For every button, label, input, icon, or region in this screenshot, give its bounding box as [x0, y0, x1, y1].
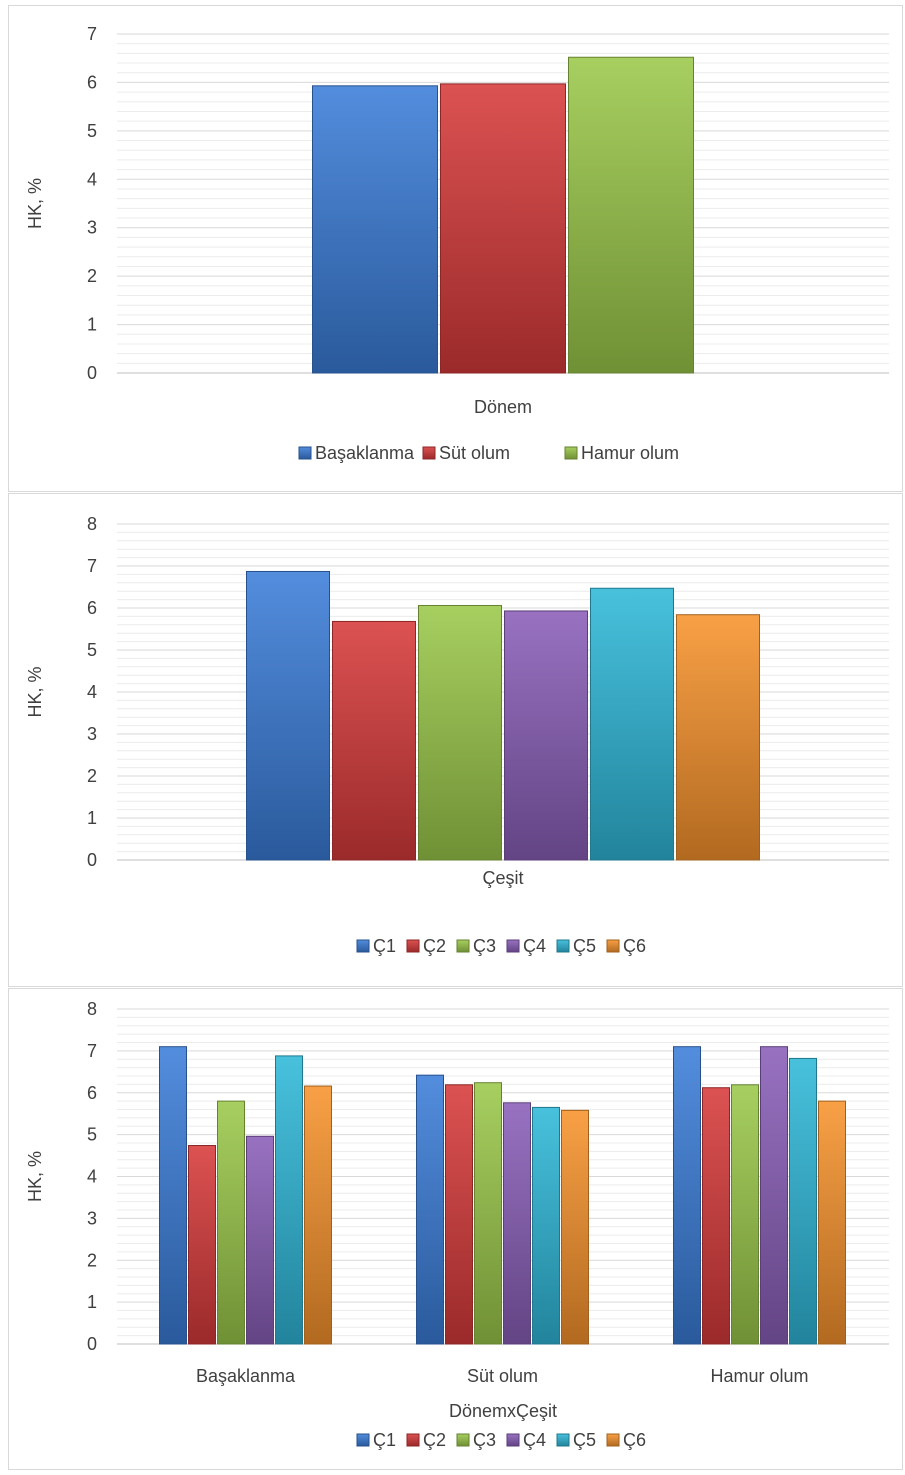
y-tick-label: 3 [87, 1208, 97, 1228]
legend-label: Ç3 [473, 1430, 496, 1450]
x-category-label: Hamur olum [710, 1366, 808, 1386]
y-axis-label: HK, % [25, 1151, 45, 1202]
legend-label: Ç4 [523, 936, 546, 956]
bar-ç2 [332, 620, 416, 861]
y-tick-label: 0 [87, 850, 97, 870]
legend-label: Hamur olum [581, 443, 679, 463]
legend-swatch [406, 939, 420, 953]
legend-label: Ç5 [573, 1430, 596, 1450]
legend-label: Başaklanma [315, 443, 415, 463]
y-tick-label: 0 [87, 1334, 97, 1354]
bar-ç6 [676, 614, 760, 861]
y-tick-label: 4 [87, 682, 97, 702]
y-tick-label: 6 [87, 1083, 97, 1103]
legend-swatch [606, 1433, 620, 1447]
bar-ç3 [731, 1084, 759, 1345]
legend-label: Ç5 [573, 936, 596, 956]
legend-swatch [564, 446, 578, 460]
legend-swatch [556, 939, 570, 953]
bar-ç5 [532, 1106, 560, 1345]
y-tick-label: 2 [87, 1250, 97, 1270]
bar-ç5 [590, 587, 674, 861]
y-tick-label: 3 [87, 724, 97, 744]
chart-donem: 0 1 2 3 4 5 6 7 HK, % Dönem Başaklanma Süt olum Hamu… [25, 24, 889, 463]
chart-panel-cesit: 0 1 2 3 4 5 6 7 8 HK, % Çeşit Ç1 Ç2 Ç3 Ç4 Ç5 Ç6 [8, 493, 903, 987]
bar-ç3 [418, 604, 502, 861]
y-tick-label: 4 [87, 1167, 97, 1187]
bar-ç4 [503, 1102, 531, 1345]
bar-ç3 [217, 1100, 245, 1345]
legend-swatch [298, 446, 312, 460]
x-category-label: Süt olum [467, 1366, 538, 1386]
y-tick-label: 8 [87, 999, 97, 1019]
bar-ç2 [188, 1145, 216, 1345]
y-tick-label: 7 [87, 24, 97, 44]
bar-ç5 [789, 1057, 817, 1345]
bar-ç5 [275, 1055, 303, 1345]
y-axis-label: HK, % [25, 666, 45, 717]
y-tick-label: 0 [87, 363, 97, 383]
legend-swatch [406, 1433, 420, 1447]
bar-ç1 [416, 1074, 444, 1345]
y-tick-label: 8 [87, 514, 97, 534]
y-tick-label: 4 [87, 169, 97, 189]
y-axis-label: HK, % [25, 178, 45, 229]
bar-ç2 [702, 1087, 730, 1345]
legend-swatch [506, 939, 520, 953]
legend-swatch [556, 1433, 570, 1447]
legend-label: Ç6 [623, 1430, 646, 1450]
y-tick-label: 6 [87, 598, 97, 618]
x-axis-label: Dönem [474, 397, 532, 417]
chart-donemxcesit: 0 1 2 3 4 5 6 7 8 HK, % Başaklanma Süt olum Hamur ol… [25, 999, 889, 1450]
legend-label: Ç1 [373, 1430, 396, 1450]
bar-ç1 [159, 1046, 187, 1345]
legend-swatch [456, 1433, 470, 1447]
legend-label: Ç6 [623, 936, 646, 956]
y-tick-label: 1 [87, 808, 97, 828]
bar-ç3 [474, 1082, 502, 1345]
chart-cesit: 0 1 2 3 4 5 6 7 8 HK, % Çeşit Ç1 Ç2 Ç3 Ç4 Ç5 Ç6 [25, 514, 889, 956]
bar-süt-olum [440, 83, 566, 374]
x-axis-label: DönemxÇeşit [449, 1401, 557, 1421]
y-tick-label: 5 [87, 640, 97, 660]
legend-label: Ç1 [373, 936, 396, 956]
legend-swatch [606, 939, 620, 953]
legend-swatch [422, 446, 436, 460]
legend-label: Ç3 [473, 936, 496, 956]
y-tick-label: 7 [87, 556, 97, 576]
y-tick-label: 5 [87, 1125, 97, 1145]
bar-ç1 [246, 570, 330, 861]
y-tick-label: 7 [87, 1041, 97, 1061]
legend-swatch [356, 1433, 370, 1447]
legend-swatch [506, 1433, 520, 1447]
legend-label: Süt olum [439, 443, 510, 463]
y-tick-label: 2 [87, 266, 97, 286]
x-category-label: Başaklanma [196, 1366, 296, 1386]
y-tick-label: 3 [87, 218, 97, 238]
y-tick-label: 2 [87, 766, 97, 786]
bar-ç4 [504, 610, 588, 861]
y-tick-label: 5 [87, 121, 97, 141]
y-tick-label: 1 [87, 1292, 97, 1312]
legend-swatch [356, 939, 370, 953]
bar-ç2 [445, 1084, 473, 1345]
y-tick-label: 1 [87, 315, 97, 335]
chart-panel-donemxcesit: 0 1 2 3 4 5 6 7 8 HK, % Başaklanma Süt olum Hamur ol… [8, 988, 903, 1470]
bar-ç4 [246, 1135, 274, 1345]
legend-swatch [456, 939, 470, 953]
bar-ç6 [818, 1100, 846, 1345]
bar-ç1 [673, 1046, 701, 1345]
bar-ç4 [760, 1046, 788, 1345]
y-tick-label: 6 [87, 72, 97, 92]
chart-panel-donem: 0 1 2 3 4 5 6 7 HK, % Dönem Başaklanma Süt olum Hamu… [8, 5, 903, 492]
bar-ç6 [561, 1109, 589, 1345]
legend-label: Ç2 [423, 1430, 446, 1450]
bar-hamur-olum [568, 56, 694, 374]
x-axis-label: Çeşit [482, 868, 523, 888]
legend-label: Ç2 [423, 936, 446, 956]
legend-label: Ç4 [523, 1430, 546, 1450]
bar-başaklanma [312, 85, 438, 374]
bar-ç6 [304, 1085, 332, 1345]
